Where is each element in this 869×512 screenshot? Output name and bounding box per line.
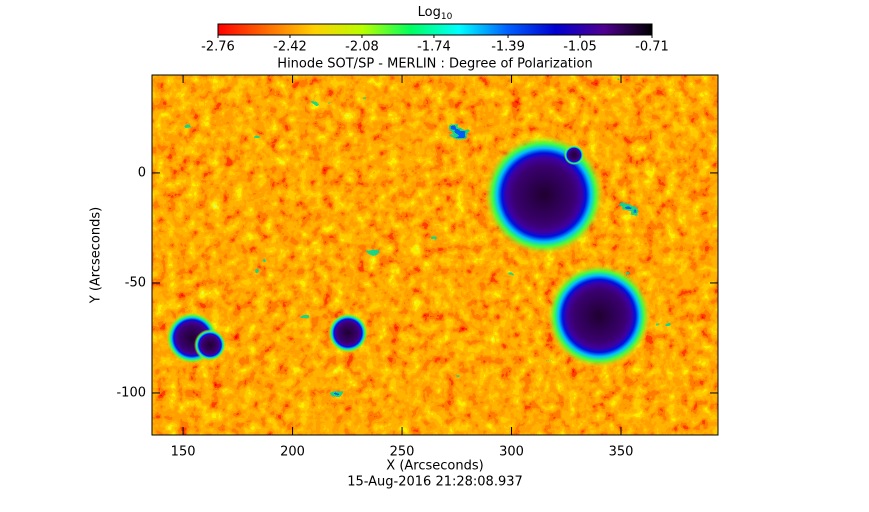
x-tick-label: 150 <box>171 445 196 460</box>
y-axis-label: Y (Arcseconds) <box>89 207 104 304</box>
colorbar-tick-label: -2.76 <box>201 40 235 55</box>
subtitle: 15-Aug-2016 21:28:08.937 <box>347 475 523 490</box>
y-tick-label: -100 <box>116 385 146 400</box>
x-tick-label: 350 <box>609 445 634 460</box>
colorbar-label: Log10 <box>418 5 453 22</box>
y-tick-label: -50 <box>125 275 146 290</box>
chart-title: Hinode SOT/SP - MERLIN : Degree of Polar… <box>277 57 592 72</box>
colorbar-tick-label: -0.71 <box>635 40 669 55</box>
colorbar-tick-label: -2.42 <box>273 40 307 55</box>
colorbar-tick-label: -1.74 <box>417 40 451 55</box>
x-tick-label: 300 <box>499 445 524 460</box>
x-tick-label: 200 <box>280 445 305 460</box>
x-tick-label: 250 <box>390 445 415 460</box>
y-tick-label: 0 <box>138 165 146 180</box>
heatmap-image <box>152 75 718 435</box>
colorbar-tick-label: -1.05 <box>563 40 597 55</box>
plot-frame <box>151 74 719 436</box>
colorbar-tick-label: -2.08 <box>345 40 379 55</box>
colorbar <box>217 23 653 36</box>
colorbar-tick-label: -1.39 <box>491 40 525 55</box>
x-axis-label: X (Arcseconds) <box>386 459 483 474</box>
